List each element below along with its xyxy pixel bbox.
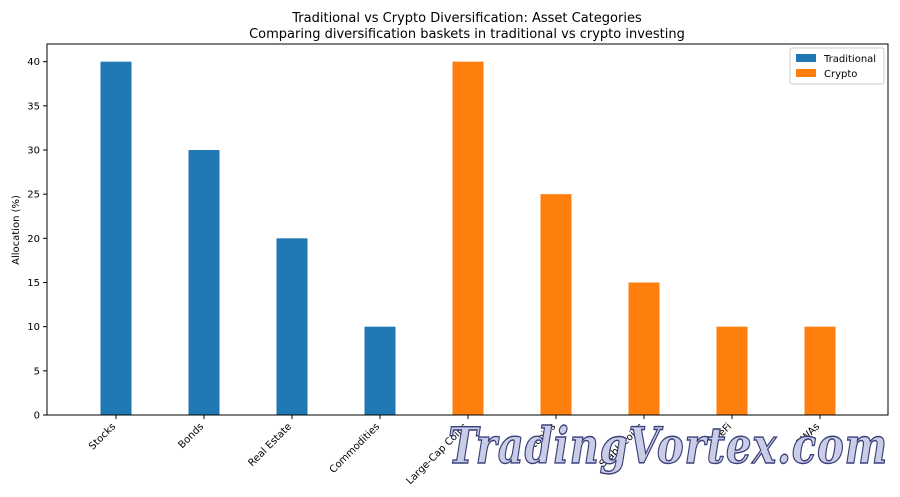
legend-label-traditional: Traditional (823, 54, 876, 65)
watermark: TradingVortex.com (448, 416, 888, 475)
y-tick-label-10: 10 (27, 322, 40, 333)
bar-traditional-stocks (100, 61, 132, 416)
x-tick-label-stocks: Stocks (87, 421, 118, 452)
y-tick-label-15: 15 (27, 278, 40, 289)
y-tick-label-25: 25 (27, 190, 40, 201)
bar-crypto-rwas (804, 326, 836, 415)
legend-swatch-traditional (796, 54, 816, 62)
chart-title: Traditional vs Crypto Diversification: A… (291, 11, 642, 26)
y-tick-label-35: 35 (27, 101, 40, 112)
x-tick-label-bonds: Bonds (177, 421, 207, 451)
y-tick-label-5: 5 (34, 366, 40, 377)
y-ticks: 0 5 10 15 20 25 30 35 40 (27, 57, 47, 422)
x-tick-label-real-estate: Real Estate (246, 421, 294, 469)
bar-traditional-commodities (364, 326, 396, 415)
chart-subtitle: Comparing diversification baskets in tra… (249, 27, 685, 42)
bar-traditional-bonds (188, 150, 220, 415)
bar-crypto-stablecoins (628, 282, 660, 415)
y-axis-label: Allocation (%) (11, 195, 22, 265)
bar-crypto-large-cap-coins (452, 61, 484, 416)
legend-label-crypto: Crypto (824, 69, 857, 80)
y-tick-label-40: 40 (27, 57, 40, 68)
bar-crypto-altcoins (540, 194, 572, 415)
legend-swatch-crypto (796, 69, 816, 77)
y-tick-label-0: 0 (34, 411, 40, 422)
y-tick-label-20: 20 (27, 234, 40, 245)
bar-crypto-defi (716, 326, 748, 415)
bars (100, 61, 836, 416)
x-tick-label-commodities: Commodities (328, 421, 382, 475)
legend: Traditional Crypto (789, 47, 885, 85)
bar-traditional-real-estate (276, 238, 308, 415)
plot-frame (46, 43, 889, 416)
y-tick-label-30: 30 (27, 146, 40, 157)
